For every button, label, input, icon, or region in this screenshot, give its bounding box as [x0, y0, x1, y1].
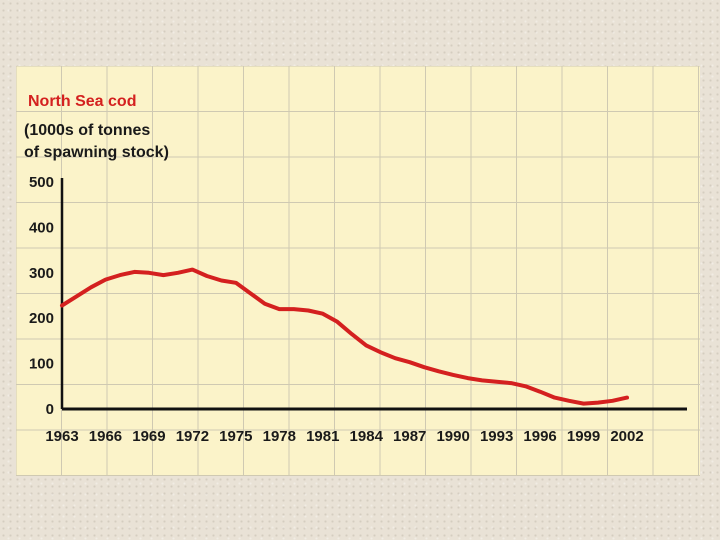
- data-point: [625, 396, 629, 400]
- data-point: [350, 332, 354, 336]
- series-line-cod-stock: [60, 267, 629, 406]
- data-point: [596, 401, 600, 405]
- x-tick-label: 1969: [132, 428, 165, 445]
- x-tick-label: 1996: [523, 428, 556, 445]
- data-point: [60, 304, 64, 307]
- x-tick-label: 1990: [436, 428, 469, 445]
- line-chart: 0 100 200 300 400 500 1963 1966 1969 1972 1975 1978…: [16, 66, 700, 476]
- data-point: [292, 307, 296, 311]
- data-point: [205, 274, 209, 278]
- data-point: [190, 268, 194, 272]
- data-point: [611, 399, 614, 403]
- data-point: [75, 294, 78, 298]
- data-point: [509, 381, 513, 385]
- data-point: [379, 350, 383, 354]
- chart-title: North Sea cod: [28, 93, 136, 110]
- x-tick-label: 1978: [263, 428, 296, 445]
- data-point: [524, 384, 528, 388]
- x-tick-label: 1987: [393, 428, 426, 445]
- chart-panel: 0 100 200 300 400 500 1963 1966 1969 1972 1975 1978…: [16, 66, 700, 476]
- y-tick-label: 200: [29, 310, 54, 327]
- x-tick-label: 1975: [219, 428, 252, 445]
- data-point: [408, 360, 412, 364]
- data-point: [176, 271, 180, 275]
- x-tick-label: 1972: [176, 428, 209, 445]
- data-point: [234, 281, 238, 285]
- data-point: [582, 402, 586, 406]
- data-point: [335, 320, 339, 324]
- x-tick-label: 1963: [45, 428, 78, 445]
- chart-subtitle-line-1: (1000s of tonnes: [24, 122, 150, 139]
- data-point: [277, 307, 281, 311]
- data-point: [466, 376, 470, 380]
- data-point: [89, 285, 93, 289]
- x-tick-label: 1993: [480, 428, 513, 445]
- chart-subtitle-line-2: of spawning stock): [24, 144, 169, 161]
- data-point: [248, 291, 252, 295]
- data-point: [364, 343, 368, 347]
- x-tick-label: 2002: [610, 428, 643, 445]
- data-point: [451, 373, 455, 377]
- x-tick-label: 1981: [306, 428, 339, 445]
- data-point: [480, 378, 484, 382]
- data-point: [306, 309, 310, 312]
- data-point: [495, 380, 499, 384]
- y-tick-label: 0: [46, 401, 54, 418]
- y-tick-label: 400: [29, 219, 54, 236]
- data-point: [147, 271, 151, 275]
- data-point: [437, 369, 441, 373]
- x-tick-label: 1966: [89, 428, 122, 445]
- data-point: [553, 396, 557, 400]
- data-point: [567, 399, 571, 403]
- y-tick-label: 500: [29, 174, 54, 191]
- data-point: [263, 302, 267, 306]
- data-point: [321, 312, 325, 316]
- x-tick-label: 1984: [350, 428, 384, 445]
- data-point: [393, 356, 397, 360]
- data-point: [538, 390, 542, 394]
- y-tick-label: 100: [29, 356, 54, 373]
- data-point: [104, 278, 107, 282]
- data-point: [422, 365, 426, 369]
- data-point: [219, 279, 223, 282]
- data-point: [132, 270, 136, 274]
- data-point: [161, 273, 165, 277]
- y-tick-label: 300: [29, 265, 54, 282]
- data-point: [118, 273, 122, 277]
- x-tick-label: 1999: [567, 428, 600, 445]
